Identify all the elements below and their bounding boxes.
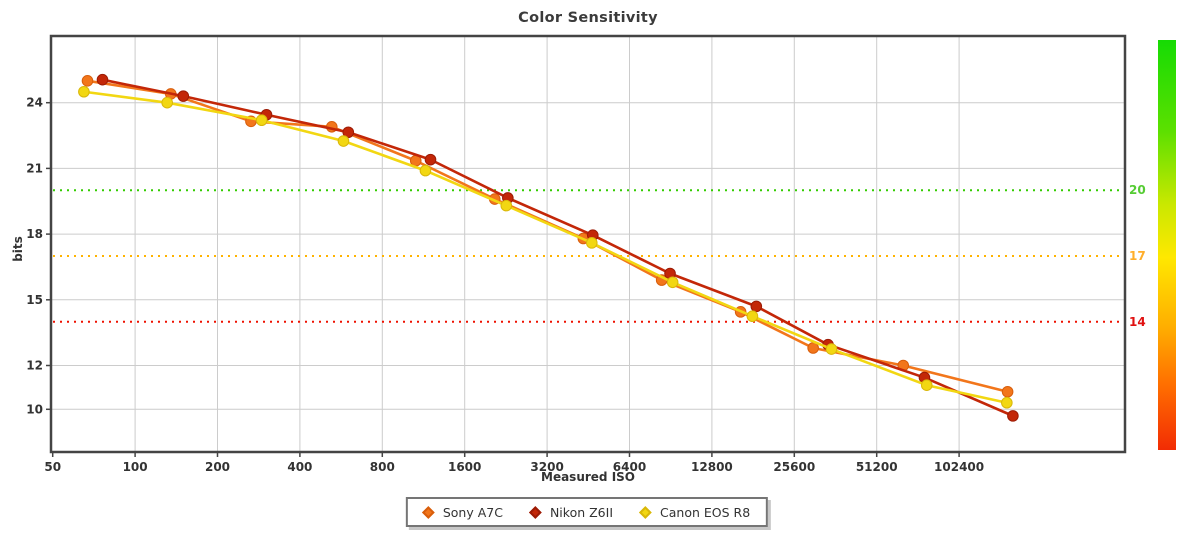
y-tick-label: 21 [26,161,43,175]
data-point [78,85,90,98]
x-tick-label: 800 [370,460,395,474]
x-tick-label: 6400 [613,460,646,474]
chart-title: Color Sensitivity [518,10,658,26]
data-point [424,153,437,166]
nikon-z6ii-diamond-marker-icon [529,505,542,519]
legend: Sony A7C Nikon Z6II Canon EOS R8 [405,497,769,527]
data-point [161,96,174,109]
data-point [825,343,838,355]
x-tick-label: 12800 [691,460,733,474]
y-tick-label: 18 [26,227,43,241]
x-tick-label: 25600 [773,460,815,474]
y-axis-label: bits [11,236,25,262]
legend-label: Canon EOS R8 [660,504,751,520]
x-tick-label: 200 [205,460,230,474]
data-point [177,90,190,102]
ref-line-label-20: 20 [1129,183,1146,198]
colorbar-gradient [1158,40,1176,450]
x-tick-label: 3200 [530,460,563,474]
legend-item-nikon-z6ii[interactable]: Nikon Z6II [529,504,614,520]
legend-label: Nikon Z6II [549,504,614,520]
plot-border [49,34,1127,454]
x-tick-label: 50 [44,460,61,474]
data-point [255,114,268,127]
y-tick-label: 15 [26,293,43,307]
data-point [1001,385,1014,398]
data-point [750,300,763,313]
y-tick-label: 12 [26,359,43,373]
data-point [920,379,933,392]
y-tick-label: 24 [26,96,43,110]
data-point [1001,396,1013,409]
data-point [96,73,109,86]
legend-item-canon-eos-r8[interactable]: Canon EOS R8 [639,504,751,520]
data-point [666,276,679,289]
x-tick-label: 51200 [856,460,898,474]
data-point [419,164,432,177]
data-point [337,135,350,147]
data-point [1007,410,1019,422]
data-point [81,75,94,87]
series-line [102,78,1014,418]
canon-eos-r8-diamond-marker-icon [639,505,652,519]
sony-a7c-diamond-marker-icon [421,505,435,519]
data-point [342,126,355,139]
y-tick-label: 10 [26,402,43,416]
data-point [746,310,759,323]
x-tick-label: 400 [287,460,312,474]
data-point [500,199,513,212]
legend-label: Sony A7C [442,504,503,520]
x-tick-label: 1600 [448,460,481,474]
legend-item-sony-a7c[interactable]: Sony A7C [421,504,503,520]
x-tick-label: 100 [123,460,148,474]
series-line [83,90,1008,404]
data-point [585,237,598,249]
x-axis-label: Measured ISO [541,470,635,484]
x-tick-label: 102400 [934,460,984,474]
ref-line-label-14: 14 [1129,314,1146,329]
ref-line-label-17: 17 [1129,249,1146,263]
